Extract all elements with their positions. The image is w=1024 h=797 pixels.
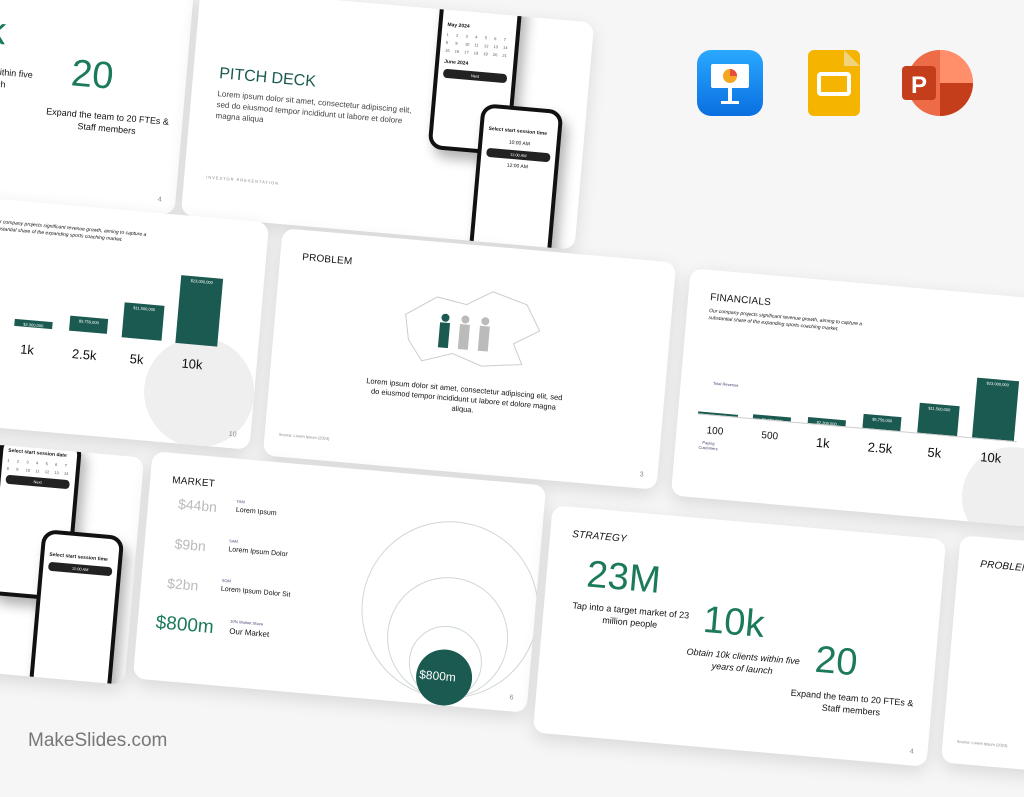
stat-caption: Obtain 10k clients within five years of …: [0, 60, 34, 90]
phone-title: Select start session time: [49, 551, 109, 563]
bar: $23,000,000: [175, 275, 224, 347]
time-slot[interactable]: 12:00 AM: [506, 162, 529, 171]
next-button[interactable]: Next: [442, 68, 508, 84]
slide-market[interactable]: MARKET $800m $44bn TAM Lorem Ipsum $9bn …: [132, 451, 547, 713]
slide-title: STRATEGY: [571, 529, 628, 545]
financials-body: Our company projects significant revenue…: [0, 218, 147, 243]
category-label: 5k: [926, 444, 942, 461]
slide-financials[interactable]: FINANCIALS Our company projects signific…: [670, 268, 1024, 530]
axis-label: Paying Customers: [698, 439, 718, 452]
stat-caption: Expand the team to 20 FTEs & Staff membe…: [790, 687, 914, 718]
som-tag: SOM: [221, 577, 232, 584]
time-slot-selected[interactable]: 11:00 AM: [486, 147, 551, 163]
category-label: 5k: [129, 351, 145, 368]
axis-label: Total Revenue: [712, 380, 739, 388]
stat-value: 20: [69, 52, 116, 98]
powerpoint-icon: P: [902, 50, 973, 116]
slide-strategy[interactable]: STRATEGY 23M Tap into a target market of…: [532, 505, 947, 767]
keynote-icon: [697, 50, 763, 116]
category-label: 2.5k: [71, 345, 98, 364]
calendar-grid: 1 2 3 4 5 6 7 8 9 10 11 12 13 14: [6, 457, 69, 477]
time-slot-selected[interactable]: 11:00 AM: [47, 561, 113, 577]
slide-title: FINANCIALS: [709, 292, 772, 309]
person-icon: [437, 313, 451, 349]
problem-body: Lorem ipsum dolor sit amet, consectetur …: [365, 376, 563, 415]
source-note: Source: Lorem Ipsum (2024): [278, 431, 330, 442]
som-value: $2bn: [166, 575, 199, 594]
pitch-body: Lorem ipsum dolor sit amet, consectetur …: [215, 89, 412, 126]
category-label: 1k: [815, 434, 831, 451]
category-label: 10k: [979, 449, 1002, 466]
time-slot[interactable]: 10:00 AM: [508, 139, 531, 148]
page-number: 3: [639, 471, 644, 479]
tam-tag: TAM: [236, 498, 245, 505]
calendar-grid: 1 2 3 4 5 6 7 8 9 10 11 12 13 14 15 16 17 18 19 20 21: [444, 31, 508, 59]
sam-label: Lorem Ipsum Dolor: [228, 546, 289, 559]
axis-line: [697, 413, 1017, 443]
bar: $11,500,000: [121, 302, 165, 341]
phone-title: Select start session date: [8, 447, 67, 459]
market-circles: [361, 521, 539, 706]
highlight-circle: [139, 332, 259, 450]
bar: $5,750,000: [69, 315, 109, 334]
page-number: 6: [509, 694, 514, 702]
next-button[interactable]: Next: [5, 474, 70, 490]
page-number: 4: [909, 748, 914, 756]
slide-pitch-deck[interactable]: PITCH DECK Lorem ipsum dolor sit amet, c…: [180, 0, 595, 250]
phone-title: Select start session date: [448, 1, 508, 14]
stat-value: 10k: [0, 6, 8, 54]
phone-mockup-time: Select start session time 10:00 AM 11:00…: [467, 103, 564, 250]
bar: $23,000,000: [972, 377, 1020, 442]
page-number: 10: [228, 430, 237, 439]
brand-watermark: MakeSlides.com: [28, 730, 168, 751]
our-market-value: $800m: [154, 612, 215, 639]
stat-value: 10k: [701, 598, 767, 647]
our-market-tag: 10% Market Share: [229, 618, 264, 627]
bar: $11,500,000: [917, 402, 960, 437]
map-illustration: [405, 291, 541, 367]
category-label: 1k: [19, 341, 35, 358]
person-icon: [477, 317, 490, 352]
sam-value: $9bn: [174, 535, 207, 555]
financials-body: Our company projects significant revenue…: [708, 307, 863, 333]
bar: $2,300,000: [14, 318, 53, 330]
person-icon: [457, 315, 470, 350]
stat-value: 20: [813, 638, 860, 685]
pitch-title: PITCH DECK: [218, 65, 317, 91]
stat-caption: Expand the team to 20 FTEs & Staff membe…: [45, 106, 170, 137]
slide-problem[interactable]: PROBLEM Lorem ipsum dolor sit amet, cons…: [262, 228, 677, 490]
slide-title: PROBLEM: [301, 252, 353, 268]
category-label: 100: [706, 425, 724, 438]
google-slides-icon: [808, 50, 860, 116]
month-label: June 2024: [443, 58, 469, 67]
slide-title: MARKET: [171, 475, 216, 490]
som-label: Lorem Ipsum Dolor Sit: [220, 585, 291, 599]
tam-value: $44bn: [177, 495, 218, 516]
phone-title: Select start session time: [488, 125, 548, 137]
phone-mockup-time: Select start session time 11:00 AM: [28, 529, 125, 685]
slide-strategy-partial[interactable]: 10k Obtain 10k clients within five years…: [0, 0, 195, 215]
source-note: Source: Lorem Ipsum (2024): [956, 738, 1008, 749]
slide-phones-partial[interactable]: Select start session date 1 2 3 4 5 6 7 8 9 10 11 1…: [0, 423, 145, 685]
tam-label: Lorem Ipsum: [235, 506, 277, 518]
category-label: 500: [760, 430, 779, 443]
slide-problem-partial[interactable]: PROBLEM Source: Lorem Ipsum (2024): [940, 535, 1024, 797]
slide-financials-left[interactable]: Our company projects significant revenue…: [0, 188, 270, 450]
category-label: 2.5k: [867, 439, 893, 457]
slide-title: PROBLEM: [979, 559, 1024, 575]
pitch-footer: INVESTOR PRESENTATION: [206, 174, 280, 186]
sam-tag: SAM: [228, 538, 239, 544]
stat-value: 23M: [584, 553, 663, 602]
month-label: May 2024: [447, 21, 470, 30]
category-label: 10k: [180, 355, 204, 373]
stat-caption: Obtain 10k clients within five years of …: [686, 646, 801, 676]
stat-caption: Tap into a target market of 23 million p…: [572, 600, 690, 630]
svg-text:P: P: [911, 72, 927, 99]
page-number: 4: [157, 196, 162, 204]
our-market-label: Our Market: [228, 626, 270, 640]
